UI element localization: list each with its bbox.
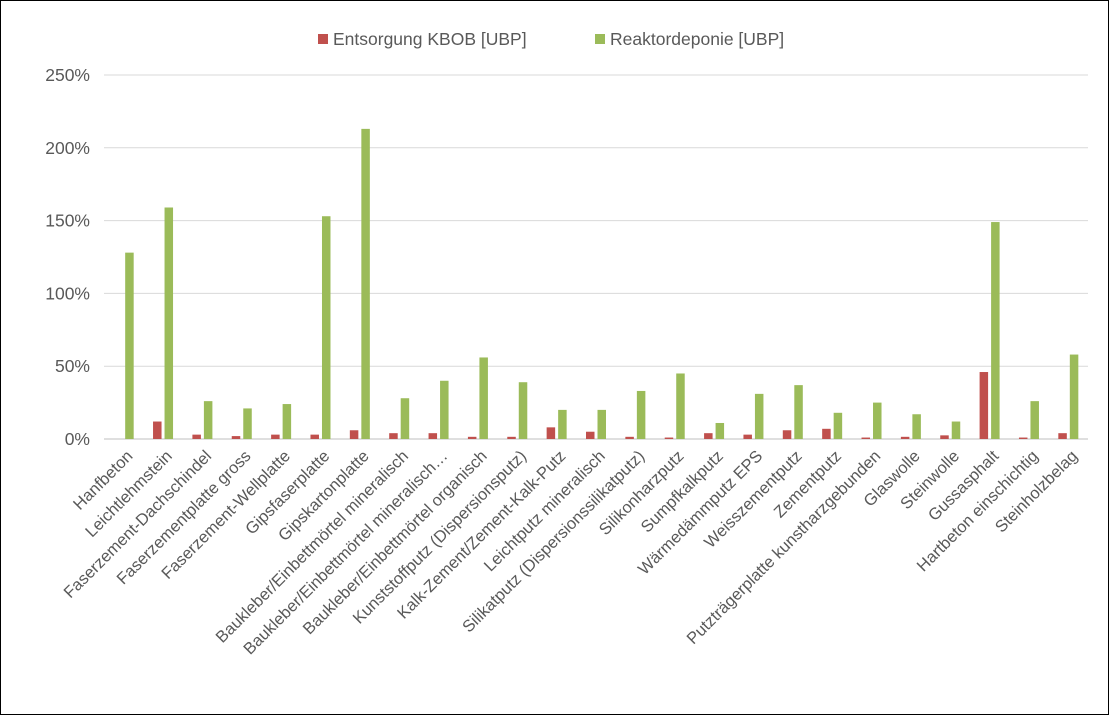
bar-series-1: [428, 433, 438, 439]
legend: Entsorgung KBOB [UBP] Reaktordeponie [UB…: [318, 29, 784, 49]
y-tick-label: 200%: [45, 138, 90, 158]
bar-series-1: [1058, 433, 1067, 439]
bar-series-1: [507, 436, 516, 439]
bar-series-2: [912, 414, 921, 439]
bar-series-2: [951, 421, 961, 439]
bar-series-1: [782, 430, 792, 439]
bar-series-1: [271, 434, 280, 439]
bar-series-2: [361, 128, 370, 439]
x-tick-label: Faserzement-Dachschindel: [60, 447, 215, 602]
bar-series-1: [900, 436, 910, 439]
bar-series-2: [164, 207, 174, 439]
bar-series-2: [203, 401, 213, 439]
bar-series-1: [743, 434, 752, 439]
gridlines: [104, 74, 1088, 440]
bar-series-1: [861, 437, 871, 439]
x-axis: HanfbetonLeichtlehmsteinFaserzement-Dach…: [60, 447, 1081, 658]
y-tick-label: 0%: [65, 429, 90, 449]
bar-series-1: [822, 428, 831, 439]
bar-series-2: [440, 380, 449, 439]
bar-series-2: [597, 409, 606, 439]
bar-series-2: [243, 408, 252, 439]
y-tick-label: 150%: [45, 211, 90, 231]
bar-series-1: [546, 427, 556, 439]
legend-label-series-2: Reaktordeponie [UBP]: [610, 29, 784, 49]
bar-series-1: [625, 436, 634, 439]
bar-series-2: [1069, 354, 1079, 439]
bar-series-1: [1018, 437, 1028, 439]
bar-series-2: [715, 422, 725, 439]
bar-series-2: [558, 409, 567, 439]
bars: [125, 128, 1079, 439]
bar-series-1: [467, 436, 477, 439]
y-tick-label: 100%: [45, 283, 90, 303]
bar-series-2: [479, 357, 488, 439]
y-tick-label: 250%: [45, 65, 90, 85]
bar-series-2: [321, 216, 331, 439]
bar-series-1: [153, 421, 162, 439]
bar-series-1: [664, 437, 674, 439]
legend-label-series-1: Entsorgung KBOB [UBP]: [333, 29, 527, 49]
legend-swatch-series-1: [318, 34, 328, 44]
bar-series-1: [310, 434, 319, 439]
bar-series-1: [940, 435, 949, 439]
bar-series-2: [754, 393, 764, 439]
bar-series-2: [873, 402, 882, 439]
bar-series-1: [979, 372, 989, 439]
bar-series-2: [1030, 401, 1039, 439]
bar-series-2: [400, 398, 410, 439]
bar-series-1: [389, 433, 398, 439]
bar-series-2: [676, 373, 685, 439]
bar-series-1: [586, 431, 595, 439]
bar-series-2: [794, 385, 803, 439]
y-tick-label: 50%: [55, 356, 90, 376]
bar-series-1: [704, 433, 713, 439]
bar-series-2: [125, 252, 134, 439]
bar-series-2: [833, 412, 843, 439]
bar-series-1: [231, 436, 241, 439]
y-axis: 0% 50% 100% 150% 200% 250%: [45, 65, 90, 449]
bar-series-1: [349, 430, 359, 439]
bar-series-2: [636, 390, 646, 439]
bar-series-2: [282, 404, 292, 439]
legend-swatch-series-2: [595, 34, 605, 44]
bar-series-2: [991, 222, 1000, 439]
bar-series-2: [518, 382, 528, 439]
bar-series-1: [192, 434, 201, 439]
